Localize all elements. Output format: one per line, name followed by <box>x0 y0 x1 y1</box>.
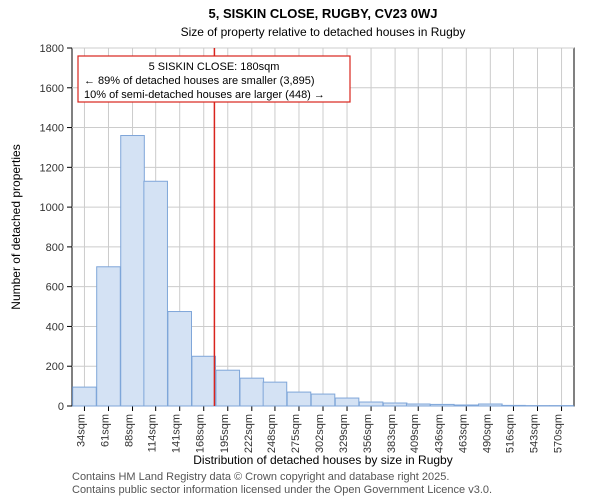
callout-line: 10% of semi-detached houses are larger (… <box>84 89 325 101</box>
histogram-bar <box>335 398 359 406</box>
ytick-label: 1000 <box>40 202 64 214</box>
ytick-label: 200 <box>46 361 64 373</box>
ytick-label: 1600 <box>40 83 64 95</box>
xtick-label: 356sqm <box>362 414 374 453</box>
xtick-label: 275sqm <box>290 414 302 453</box>
chart-title: 5, SISKIN CLOSE, RUGBY, CV23 0WJ <box>208 6 437 21</box>
xtick-label: 88sqm <box>124 414 136 447</box>
xtick-label: 543sqm <box>529 414 541 453</box>
xtick-label: 222sqm <box>243 414 255 453</box>
ytick-label: 600 <box>46 282 64 294</box>
histogram-bar <box>73 387 97 406</box>
histogram-bar <box>97 267 121 406</box>
xtick-label: 248sqm <box>266 414 278 453</box>
xtick-label: 61sqm <box>99 414 111 447</box>
xtick-label: 329sqm <box>338 414 350 453</box>
chart-subtitle: Size of property relative to detached ho… <box>181 25 466 39</box>
xtick-label: 409sqm <box>409 414 421 453</box>
ytick-label: 400 <box>46 321 64 333</box>
footer-line: Contains HM Land Registry data © Crown c… <box>72 471 449 483</box>
histogram-bar <box>383 403 407 406</box>
histogram-bar <box>168 312 192 406</box>
histogram-bar <box>263 382 287 406</box>
footer-line: Contains public sector information licen… <box>72 484 492 496</box>
xtick-label: 141sqm <box>171 414 183 453</box>
ytick-label: 1800 <box>40 43 64 55</box>
ytick-label: 1200 <box>40 162 64 174</box>
histogram-bar <box>455 405 479 406</box>
ytick-label: 800 <box>46 242 64 254</box>
xtick-label: 490sqm <box>481 414 493 453</box>
y-axis-label: Number of detached properties <box>9 144 23 309</box>
xtick-label: 302sqm <box>314 414 326 453</box>
xtick-label: 436sqm <box>433 414 445 453</box>
histogram-bar <box>192 356 216 406</box>
histogram-bar <box>502 405 526 406</box>
xtick-label: 463sqm <box>457 414 469 453</box>
histogram-bar <box>406 404 430 406</box>
callout-line: ← 89% of detached houses are smaller (3,… <box>84 75 315 87</box>
histogram-svg: 5, SISKIN CLOSE, RUGBY, CV23 0WJ Size of … <box>0 0 600 500</box>
ytick-label: 0 <box>58 401 64 413</box>
xtick-label: 114sqm <box>147 414 159 452</box>
histogram-bar <box>240 378 264 406</box>
xtick-label: 195sqm <box>219 414 231 453</box>
histogram-container: 5, SISKIN CLOSE, RUGBY, CV23 0WJ Size of … <box>0 0 600 500</box>
histogram-bar <box>121 136 145 406</box>
xtick-label: 383sqm <box>386 414 398 453</box>
xtick-label: 168sqm <box>195 414 207 453</box>
histogram-bar <box>311 394 335 406</box>
ytick-label: 1400 <box>40 123 64 135</box>
histogram-bar <box>287 392 311 406</box>
x-axis-label: Distribution of detached houses by size … <box>193 453 452 467</box>
histogram-bar <box>216 370 240 406</box>
histogram-bar <box>479 404 503 406</box>
xtick-label: 34sqm <box>75 414 87 447</box>
xtick-label: 570sqm <box>553 414 565 453</box>
histogram-bar <box>359 402 383 406</box>
callout-line: 5 SISKIN CLOSE: 180sqm <box>149 61 280 73</box>
xtick-label: 516sqm <box>504 414 516 453</box>
histogram-bar <box>144 181 168 406</box>
histogram-bar <box>430 404 454 406</box>
